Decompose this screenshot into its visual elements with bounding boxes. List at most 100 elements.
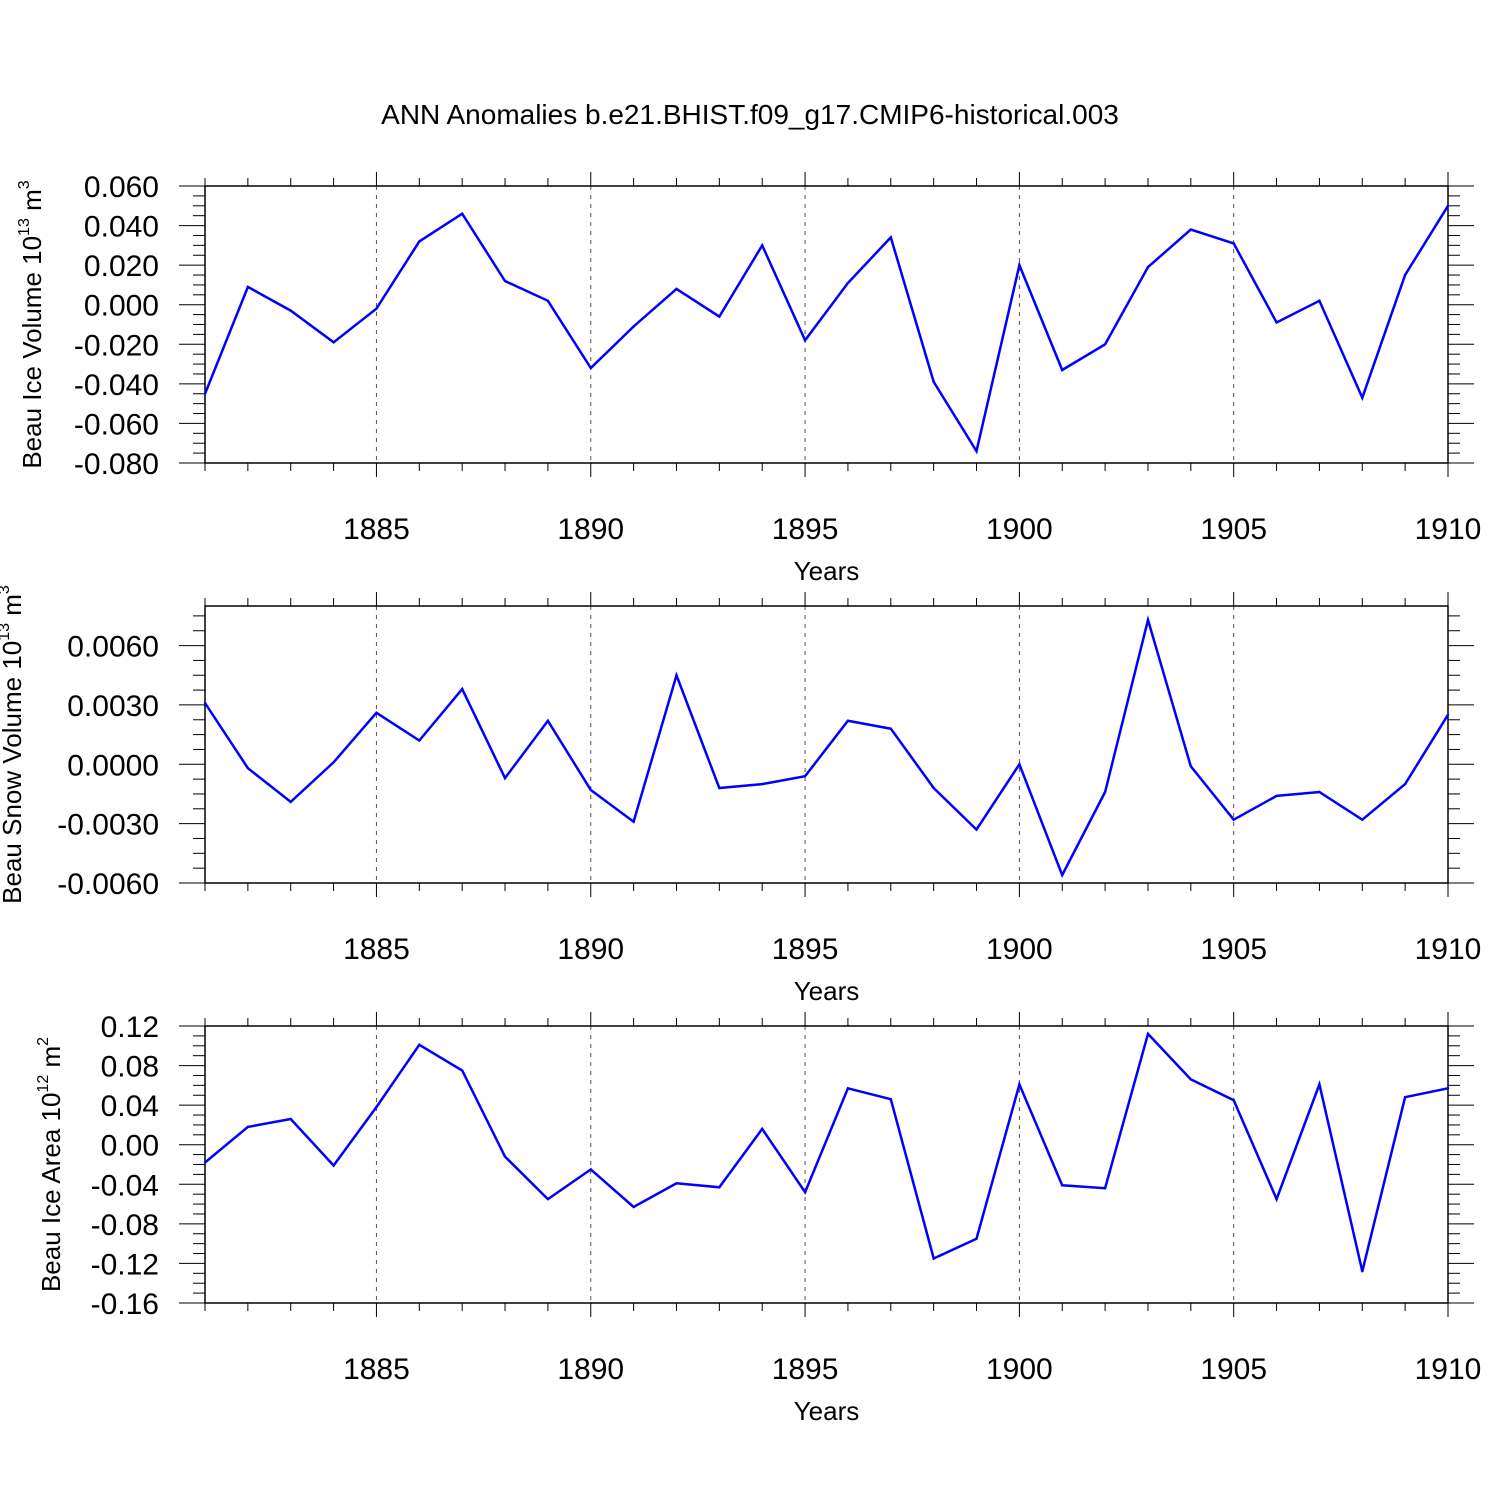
y-tick-label: 0.04 (101, 1090, 159, 1123)
data-point (503, 1155, 507, 1158)
data-point (761, 782, 764, 786)
panel-1: -0.080 -0.060 -0.040 -0.020 0.000 0.020 0.040 0… (16, 171, 1481, 586)
panels-group: -0.080 -0.060 -0.040 -0.020 0.000 0.020 0.040 0… (0, 171, 1481, 1426)
data-point (1018, 263, 1021, 267)
y-axis-label: Beau Snow Volume 1013 m3 (0, 585, 27, 904)
x-tick-label: 1895 (772, 513, 839, 546)
x-tick-label: 1900 (986, 513, 1053, 546)
data-point (1103, 1187, 1107, 1190)
x-tick-label: 1905 (1200, 1353, 1267, 1386)
x-tick-label: 1900 (986, 1353, 1053, 1386)
y-tick-label: 0.040 (84, 211, 159, 244)
data-point (503, 776, 507, 780)
data-point (203, 1161, 207, 1164)
y-tick-label: 0.00 (101, 1130, 159, 1163)
x-tick-label: 1885 (343, 933, 410, 966)
data-point (1103, 343, 1107, 346)
data-point (375, 1105, 378, 1109)
data-point (375, 307, 378, 310)
data-point (1018, 1083, 1021, 1086)
data-point (1403, 273, 1407, 277)
data-point (289, 800, 292, 804)
data-point (1189, 765, 1193, 768)
data-point (1189, 228, 1193, 231)
data-point (889, 727, 892, 730)
data-point (1232, 818, 1235, 821)
data-point (1361, 396, 1364, 399)
plot-frame (204, 605, 1449, 884)
data-point (846, 719, 850, 722)
data-point (460, 687, 464, 691)
data-point (460, 1069, 464, 1072)
data-point (761, 1127, 764, 1131)
data-point (1018, 763, 1021, 766)
data-point (932, 1257, 935, 1260)
y-tick-label: -0.04 (91, 1169, 159, 1202)
data-point (460, 212, 464, 215)
data-point (1403, 1096, 1407, 1099)
data-point (418, 1043, 421, 1046)
y-tick-label: -0.12 (91, 1248, 159, 1281)
x-tick-label: 1905 (1200, 513, 1267, 546)
data-point (246, 285, 250, 289)
x-axis-label: Years (794, 1396, 860, 1426)
plot-frame (204, 185, 1449, 464)
data-point (675, 287, 678, 291)
data-point (632, 1205, 635, 1209)
x-tick-label: 1910 (1415, 1353, 1482, 1386)
data-point (1361, 1270, 1364, 1273)
x-tick-label: 1895 (772, 933, 839, 966)
y-tick-label: -0.0060 (57, 868, 159, 901)
y-tick-label: 0.0000 (67, 749, 159, 782)
data-point (1189, 1078, 1193, 1081)
data-point (932, 786, 935, 790)
data-point (1361, 818, 1364, 821)
data-point (289, 309, 292, 312)
data-point (846, 1087, 850, 1090)
data-point (332, 1164, 335, 1167)
series-line (204, 1031, 1449, 1272)
x-tick-label: 1905 (1200, 933, 1267, 966)
y-tick-label: -0.060 (74, 408, 159, 441)
y-tick-label: -0.08 (91, 1209, 159, 1242)
data-point (1446, 1087, 1450, 1090)
series-line (203, 205, 1450, 455)
y-tick-label: 0.0060 (67, 631, 159, 664)
x-tick-label: 1900 (986, 933, 1053, 966)
data-point (1232, 242, 1235, 245)
data-point (718, 1186, 721, 1189)
x-axis-label: Years (794, 556, 860, 586)
data-point (1061, 873, 1064, 877)
data-point (975, 828, 978, 831)
data-point (803, 774, 807, 778)
data-point (1318, 1083, 1321, 1086)
x-tick-label: 1890 (557, 933, 624, 966)
x-tick-label: 1890 (557, 513, 624, 546)
y-tick-label: 0.060 (84, 171, 159, 204)
data-point (546, 1197, 550, 1201)
data-point (1146, 1032, 1150, 1036)
data-point (418, 739, 421, 742)
data-point (1403, 782, 1407, 786)
data-point (761, 244, 764, 247)
x-tick-label: 1910 (1415, 933, 1482, 966)
data-point (675, 674, 678, 677)
data-point (675, 1182, 678, 1185)
data-point (1446, 204, 1450, 207)
data-point (932, 380, 935, 384)
x-tick-label: 1890 (557, 1353, 624, 1386)
data-point (246, 1125, 250, 1129)
data-point (546, 299, 550, 302)
data-point (975, 449, 978, 453)
series-line (203, 615, 1450, 879)
data-point (1446, 713, 1450, 717)
data-point (846, 281, 850, 285)
data-point (1275, 794, 1278, 798)
data-point (718, 786, 721, 790)
data-point (203, 392, 207, 395)
x-tick-label: 1885 (343, 513, 410, 546)
x-tick-label: 1895 (772, 1353, 839, 1386)
data-point (332, 341, 335, 344)
data-point (503, 279, 507, 283)
